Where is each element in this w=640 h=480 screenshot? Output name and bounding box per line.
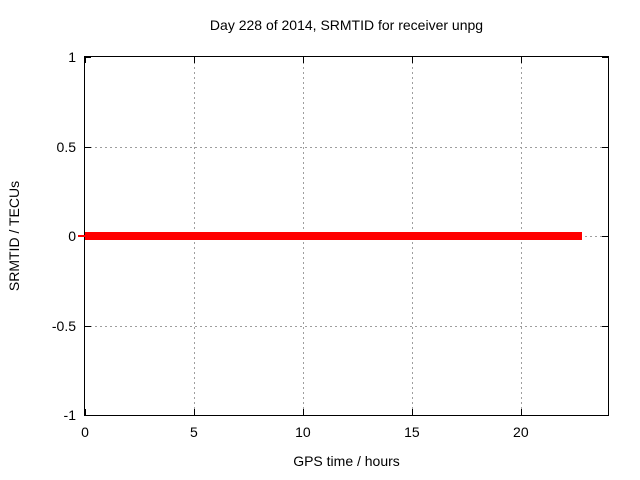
- y-tick-label: -0.5: [51, 317, 76, 334]
- x-tick-label: 0: [81, 424, 89, 440]
- series-srmtid-zero-line: [85, 232, 582, 240]
- y-tick-left: [85, 325, 91, 327]
- y-tick-label: 1: [68, 49, 76, 65]
- y-tick-right: [602, 415, 608, 416]
- series-endcap-left: [78, 235, 87, 237]
- y-gridline: [85, 146, 608, 148]
- y-tick-label: 0: [68, 228, 76, 244]
- y-tick-right: [602, 325, 608, 327]
- x-tick-label: 15: [404, 424, 420, 440]
- x-tick-bottom: [520, 409, 522, 415]
- y-tick-right: [602, 236, 608, 237]
- x-tick-label: 10: [295, 424, 311, 440]
- y-tick-label: -1: [63, 407, 76, 423]
- x-tick-bottom: [85, 409, 86, 415]
- y-tick-label: 0.5: [56, 138, 76, 155]
- x-tick-bottom: [193, 409, 195, 415]
- x-tick-label: 5: [190, 424, 198, 440]
- y-tick-left: [85, 146, 91, 148]
- plot-area: 0 5 10 15 20 1 0.5 0 -0.5 -1: [52, 49, 609, 440]
- x-tick-top: [193, 57, 195, 63]
- x-tick-top: [302, 57, 304, 63]
- x-tick-top: [85, 57, 86, 63]
- y-tick-left: [85, 415, 91, 416]
- x-tick-bottom: [302, 409, 304, 415]
- x-tick-top: [520, 57, 522, 63]
- y-tick-left: [85, 57, 91, 58]
- chart-title: Day 228 of 2014, SRMTID for receiver unp…: [209, 17, 484, 33]
- y-gridline: [85, 325, 608, 327]
- y-tick-right: [602, 146, 608, 148]
- x-tick-bottom: [411, 409, 413, 415]
- y-axis-label: SRMTID / TECUs: [6, 180, 22, 292]
- x-tick-label: 20: [513, 424, 529, 440]
- x-axis-label: GPS time / hours: [293, 453, 400, 469]
- y-tick-right: [602, 57, 608, 58]
- x-tick-top: [411, 57, 413, 63]
